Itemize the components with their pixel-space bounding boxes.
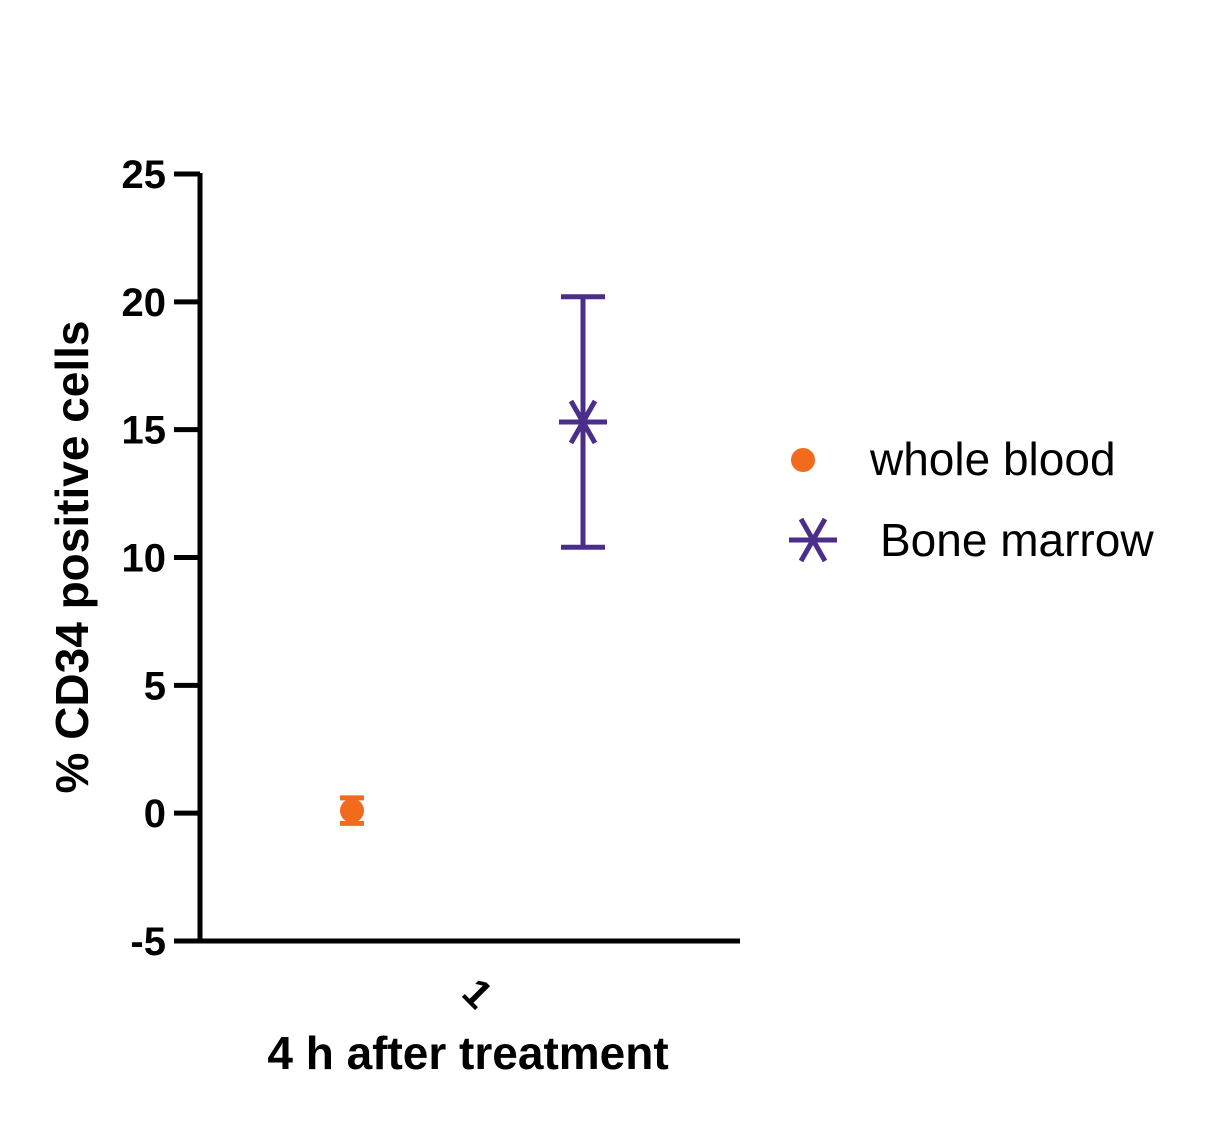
series-whole-blood (340, 795, 364, 826)
legend-item-whole-blood: whole blood (791, 433, 1116, 485)
x-ticks: 1 (454, 970, 501, 1017)
legend-label-whole-blood: whole blood (869, 433, 1116, 485)
axes (197, 173, 740, 944)
y-axis-title: % CD34 positive cells (46, 321, 98, 794)
x-tick-label: 1 (454, 970, 501, 1017)
legend-label-bone-marrow: Bone marrow (880, 514, 1154, 566)
y-tick-label: 20 (122, 281, 167, 325)
y-tick-label: 15 (122, 409, 167, 453)
y-tick-label: 25 (122, 153, 167, 197)
y-ticks: -5 0 5 10 15 20 25 (122, 153, 200, 964)
asterisk-stroke (568, 399, 598, 445)
series-layer (340, 294, 607, 826)
y-tick-label: -5 (130, 920, 166, 964)
y-tick-label: 5 (144, 664, 166, 708)
series-bone-marrow (559, 294, 607, 550)
data-point (559, 399, 607, 445)
legend-asterisk-marker-icon (789, 517, 837, 563)
data-point (340, 798, 364, 823)
y-tick-label: 10 (122, 537, 167, 581)
legend-circle-marker-icon (791, 448, 815, 472)
legend-item-bone-marrow: Bone marrow (789, 514, 1154, 566)
x-axis-title: 4 h after treatment (267, 1027, 668, 1079)
y-tick-label: 0 (144, 792, 166, 836)
legend: whole blood Bone marrow (789, 433, 1154, 566)
